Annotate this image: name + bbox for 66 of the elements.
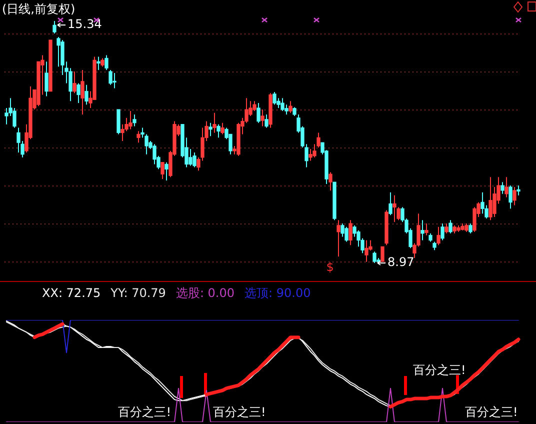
candlestick: [104, 54, 108, 71]
annotation: 15.34: [68, 17, 102, 32]
candlestick: [188, 148, 192, 166]
annotation: $: [326, 260, 334, 274]
candlestick: [444, 222, 448, 234]
candlestick: [508, 185, 512, 210]
candlestick: [216, 124, 220, 138]
text: YY: 70.79: [110, 286, 166, 300]
candlestick: [348, 220, 352, 246]
text: 选股: 0.00: [176, 286, 235, 300]
candlestick: [436, 226, 440, 246]
candlestick: [280, 98, 284, 112]
candlestick: [388, 192, 392, 216]
annotation: 百分之三!: [413, 363, 466, 378]
candlestick: [52, 20, 56, 34]
candlestick: [192, 152, 196, 168]
annotation: 8.97: [388, 255, 414, 270]
candlestick: [424, 222, 428, 236]
annotation: 百分之三!: [118, 405, 171, 420]
candlestick: [380, 246, 384, 262]
candlestick: [84, 84, 88, 106]
candlestick: [512, 186, 516, 206]
candlestick: [440, 222, 444, 241]
candlestick: [132, 114, 136, 127]
candlestick: [256, 102, 260, 124]
annotation: 百分之三!: [213, 405, 266, 420]
candlestick: [344, 226, 348, 242]
chart-title: (日线,前复权): [2, 1, 76, 18]
candlestick: [252, 100, 256, 112]
candlestick: [468, 222, 472, 234]
candlestick: [264, 114, 268, 128]
candlestick: [420, 220, 424, 241]
annotation: 百分之三!: [465, 405, 518, 420]
candlestick: [152, 144, 156, 165]
candlestick: [164, 162, 168, 182]
candlestick: [160, 162, 164, 180]
candlestick: [480, 192, 484, 214]
candlestick: [448, 220, 452, 234]
candlestick: [80, 70, 84, 115]
candlestick: [340, 222, 344, 238]
candlestick: [504, 176, 508, 198]
candlestick: [288, 100, 292, 114]
candlestick: [488, 176, 492, 221]
candlestick: [136, 130, 140, 144]
candlestick: [112, 72, 116, 89]
candlestick: [212, 112, 216, 134]
candlestick: [116, 109, 120, 135]
candlestick: [260, 109, 264, 127]
candlestick: [372, 251, 376, 264]
candlestick: [208, 122, 212, 137]
candlestick: [128, 110, 132, 130]
candlestick: [44, 61, 48, 97]
series-label: 选顶: 90.00: [244, 286, 311, 300]
candlestick: [96, 56, 100, 71]
candlestick: [76, 82, 80, 104]
candlestick: [516, 185, 520, 196]
candlestick: [328, 172, 332, 191]
candlestick: [500, 182, 504, 194]
candlestick: [364, 240, 368, 262]
candlestick: [108, 70, 112, 86]
candlestick: [72, 71, 76, 94]
candlestick: [272, 92, 276, 106]
candlestick: [336, 220, 340, 258]
text: XX: 72.75: [42, 286, 101, 300]
candlestick: [392, 194, 396, 222]
candlestick: [220, 122, 224, 135]
